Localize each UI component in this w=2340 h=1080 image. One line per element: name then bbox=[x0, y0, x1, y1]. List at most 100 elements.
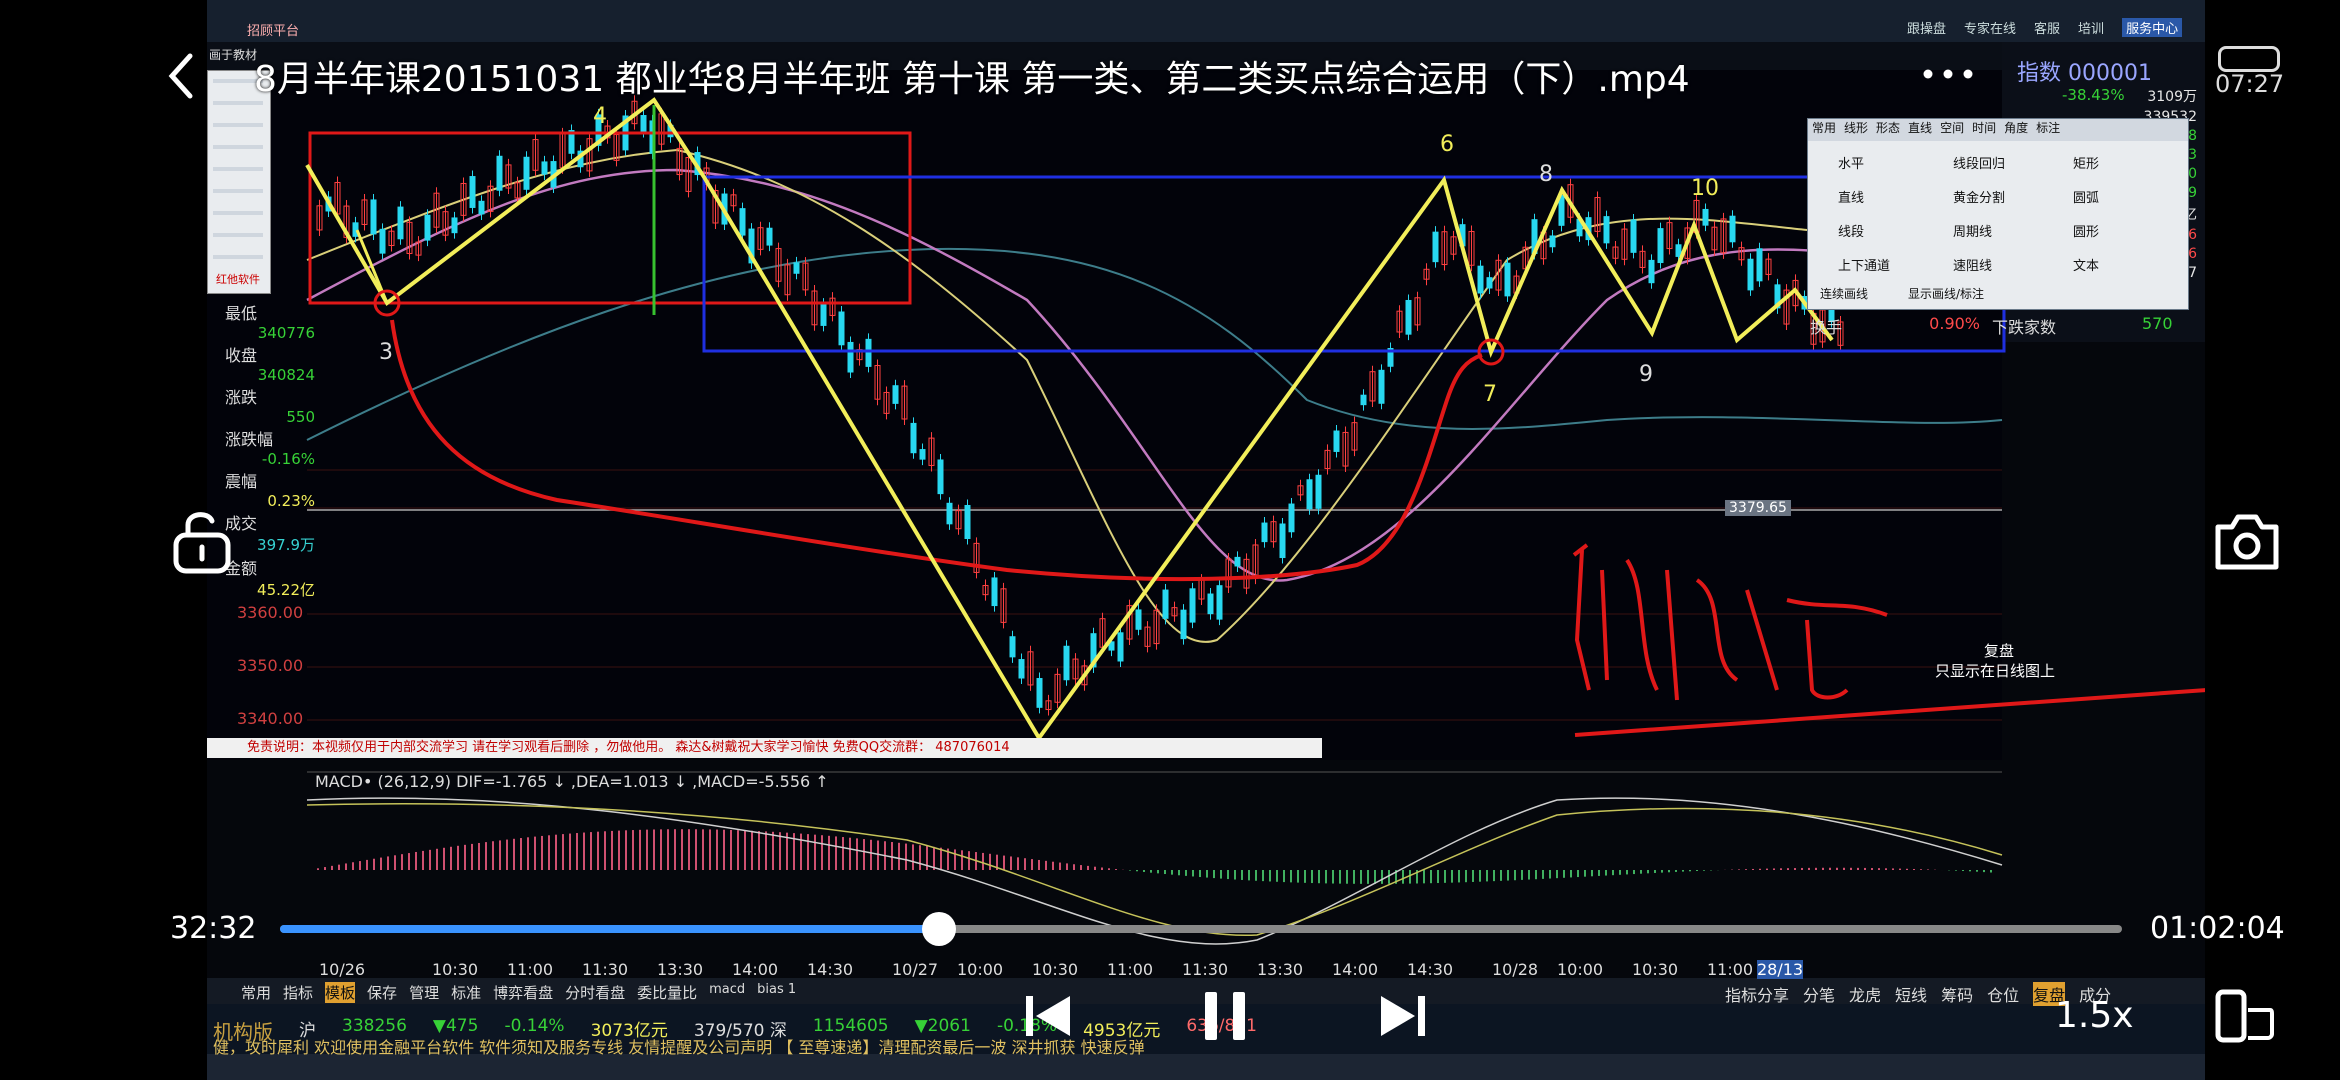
top-menu-item[interactable]: 专家在线 bbox=[1964, 22, 2017, 37]
top-menu-item[interactable]: 培训 bbox=[2078, 22, 2105, 37]
rotate-button[interactable] bbox=[2212, 988, 2276, 1046]
app-menu-bar bbox=[207, 0, 2205, 42]
macd-bar bbox=[1759, 868, 1761, 870]
bottom-right-tab[interactable]: 指标分享 bbox=[1725, 986, 1790, 1005]
bottom-tab[interactable]: 标准 bbox=[451, 984, 482, 1002]
price-axis-label: 3340.00 bbox=[237, 709, 304, 728]
tool-line[interactable]: 直线 bbox=[1838, 191, 1865, 206]
tool-text[interactable]: 文本 bbox=[2073, 259, 2100, 274]
macd-bar bbox=[1836, 867, 1838, 870]
macd-bar bbox=[478, 842, 480, 870]
pause-button[interactable] bbox=[1195, 988, 1255, 1044]
bottom-tab[interactable]: 博弈看盘 bbox=[493, 984, 554, 1002]
macd-bar bbox=[1766, 868, 1768, 870]
macd-bar bbox=[702, 829, 704, 870]
macd-bar bbox=[835, 836, 837, 870]
macd-bar bbox=[324, 867, 326, 870]
tool-option-continuous[interactable]: 连续画线 bbox=[1820, 287, 1869, 301]
bottom-right-tab[interactable]: 仓位 bbox=[1987, 986, 2020, 1005]
tool-tab[interactable]: 空间 bbox=[1940, 121, 1965, 135]
tool-channel[interactable]: 上下通道 bbox=[1838, 259, 1891, 274]
back-button[interactable] bbox=[160, 48, 204, 104]
macd-bar bbox=[1703, 870, 1705, 871]
tool-golden-ratio[interactable]: 黄金分割 bbox=[1953, 191, 2006, 206]
bottom-right-tab[interactable]: 短线 bbox=[1895, 986, 1928, 1005]
more-button[interactable] bbox=[1918, 52, 1978, 92]
macd-bar bbox=[1514, 870, 1516, 881]
bottom-tab[interactable]: 分时看盘 bbox=[565, 984, 626, 1002]
macd-bar bbox=[1094, 866, 1096, 870]
macd-bar bbox=[1626, 870, 1628, 875]
screenshot-button[interactable] bbox=[2210, 505, 2284, 575]
bottom-right-tab[interactable]: 复盘 bbox=[2033, 982, 2066, 1006]
bottom-right-tab[interactable]: 龙虎 bbox=[1849, 986, 1882, 1005]
video-title: 8月半年课20151031 都业华8月半年班 第十课 第一类、第二类买点综合运用… bbox=[254, 59, 1690, 100]
tool-rectangle[interactable]: 矩形 bbox=[2073, 157, 2100, 172]
tool-tab[interactable]: 常用 bbox=[1812, 121, 1837, 135]
macd-bar bbox=[1913, 868, 1915, 870]
next-button[interactable] bbox=[1375, 990, 1431, 1042]
tool-arc[interactable]: 圆弧 bbox=[2073, 191, 2100, 206]
previous-button[interactable] bbox=[1020, 990, 1076, 1042]
tool-cycle[interactable]: 周期线 bbox=[1953, 225, 1993, 240]
macd-bar bbox=[1290, 870, 1292, 883]
tool-regression[interactable]: 线段回归 bbox=[1953, 157, 2006, 172]
bottom-tab[interactable]: bias 1 bbox=[757, 982, 797, 997]
macd-bar bbox=[1808, 867, 1810, 870]
tool-tab[interactable]: 线形 bbox=[1844, 121, 1869, 135]
bottom-tab[interactable]: 保存 bbox=[367, 984, 398, 1002]
macd-bar bbox=[1850, 867, 1852, 870]
macd-bar bbox=[1822, 867, 1824, 870]
macd-bar bbox=[1220, 870, 1222, 879]
bottom-tab[interactable]: 模板 bbox=[325, 982, 356, 1003]
macd-bar bbox=[1388, 870, 1390, 884]
tool-segment[interactable]: 线段 bbox=[1838, 225, 1865, 240]
battery-icon bbox=[2218, 46, 2280, 72]
macd-bar bbox=[765, 831, 767, 870]
bottom-tab[interactable]: 管理 bbox=[409, 984, 440, 1002]
tool-tab[interactable]: 角度 bbox=[2004, 121, 2029, 135]
wave-label: 8 bbox=[1539, 162, 1553, 187]
top-menu-item[interactable]: 客服 bbox=[2034, 22, 2061, 37]
bottom-tab[interactable]: 指标 bbox=[283, 984, 314, 1002]
candlestick-series bbox=[316, 95, 1844, 716]
bottom-right-tab[interactable]: 成分 bbox=[2079, 986, 2112, 1005]
rotate-screen-icon bbox=[2215, 989, 2274, 1043]
macd-bar bbox=[772, 831, 774, 870]
macd-bar bbox=[1633, 870, 1635, 875]
bottom-tab[interactable]: 常用 bbox=[241, 984, 272, 1002]
tool-tab[interactable]: 形态 bbox=[1876, 121, 1901, 135]
macd-bar bbox=[849, 837, 851, 870]
tool-circle[interactable]: 圆形 bbox=[2073, 225, 2100, 240]
tool-tab[interactable]: 标注 bbox=[2036, 121, 2061, 135]
macd-bar bbox=[1017, 857, 1019, 870]
macd-bar bbox=[1773, 868, 1775, 870]
playback-speed-button[interactable]: 1.5x bbox=[2055, 995, 2134, 1036]
macd-bar bbox=[877, 840, 879, 870]
lock-button[interactable] bbox=[168, 505, 238, 575]
macd-bar bbox=[1423, 870, 1425, 884]
macd-bar bbox=[1171, 870, 1173, 875]
macd-bar bbox=[450, 846, 452, 870]
macd-bar bbox=[1346, 870, 1348, 884]
bottom-tab[interactable]: macd bbox=[709, 982, 746, 997]
tool-tab[interactable]: 直线 bbox=[1908, 121, 1933, 135]
macd-bar bbox=[674, 829, 676, 870]
macd-bar bbox=[1339, 870, 1341, 884]
bottom-right-tab[interactable]: 筹码 bbox=[1941, 986, 1974, 1005]
tool-resistance[interactable]: 速阻线 bbox=[1953, 259, 1993, 274]
bottom-right-tab[interactable]: 分笔 bbox=[1803, 986, 1836, 1005]
tool-option-display[interactable]: 显示画线/标注 bbox=[1908, 287, 1985, 301]
bottom-tab[interactable]: 委比量比 bbox=[637, 984, 698, 1002]
macd-bar bbox=[597, 831, 599, 870]
tool-tab[interactable]: 时间 bbox=[1972, 121, 1997, 135]
seek-handle[interactable] bbox=[922, 912, 957, 946]
chevron-left-icon bbox=[168, 53, 193, 99]
macd-bar bbox=[359, 861, 361, 870]
macd-bar bbox=[1458, 870, 1460, 883]
tool-horizontal[interactable]: 水平 bbox=[1838, 157, 1865, 172]
top-menu-item[interactable]: 服务中心 bbox=[2122, 18, 2183, 37]
seek-bar[interactable] bbox=[280, 912, 2122, 946]
top-menu-item[interactable]: 跟操盘 bbox=[1907, 22, 1947, 37]
macd-bar bbox=[1059, 862, 1061, 870]
